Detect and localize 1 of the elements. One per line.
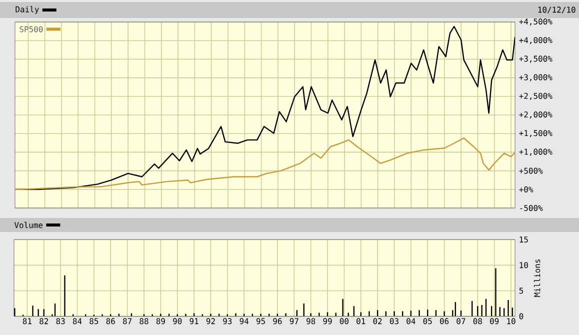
line-series xyxy=(15,137,516,190)
